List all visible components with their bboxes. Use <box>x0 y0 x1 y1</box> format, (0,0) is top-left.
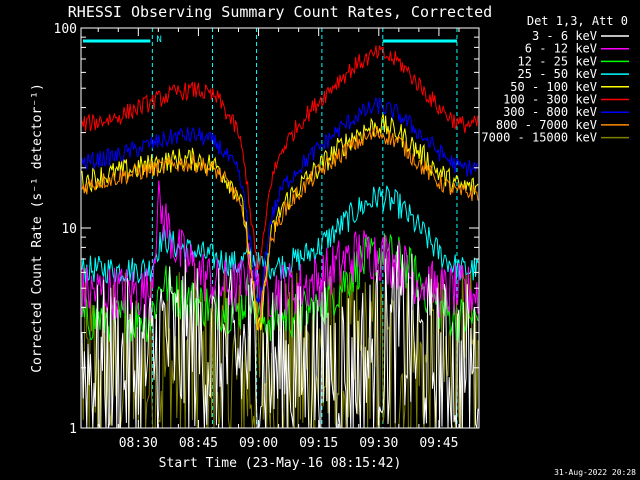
legend-entry-label: 300 - 800 keV <box>503 105 597 119</box>
x-tick-label: 09:45 <box>419 436 458 451</box>
x-tick-label: 08:45 <box>179 436 218 451</box>
axis-layer: 1 10 100 08:30 08:45 09:00 09:15 09:30 09:45 <box>54 22 480 451</box>
legend-entry-label: 25 - 50 keV <box>518 67 597 81</box>
series-line <box>81 45 479 270</box>
series-layer <box>81 45 479 428</box>
y-tick-label: 10 <box>61 222 77 237</box>
chart-title: RHESSI Observing Summary Count Rates, Co… <box>68 3 492 21</box>
legend-entry-label: 100 - 300 keV <box>503 93 597 107</box>
y-axis-label: Corrected Count Rate (s⁻¹ detector⁻¹) <box>30 83 45 373</box>
series-line <box>81 125 479 331</box>
legend-title: Det 1,3, Att 0 <box>527 14 628 28</box>
series-line <box>81 96 479 303</box>
legend-entry-label: 3 - 6 keV <box>532 29 597 43</box>
series-line <box>81 185 479 284</box>
legend-entry-label: 800 - 7000 keV <box>496 118 597 132</box>
legend-entry-label: 6 - 12 keV <box>525 42 597 56</box>
y-tick-label: 100 <box>54 22 77 37</box>
legend-entry-label: 12 - 25 keV <box>518 54 597 68</box>
series-line <box>81 114 479 331</box>
x-tick-label: 08:30 <box>119 436 158 451</box>
legend-entry-label: 50 - 100 keV <box>510 80 597 94</box>
y-tick-label: 1 <box>69 422 77 437</box>
x-axis-label: Start Time (23-May-16 08:15:42) <box>159 456 402 471</box>
x-tick-label: 09:30 <box>359 436 398 451</box>
night-label: N <box>156 35 161 45</box>
legend-entry-label: 7000 - 15000 keV <box>481 131 597 145</box>
footer-date: 31-Aug-2022 20:28 <box>554 468 636 477</box>
series-line <box>81 245 479 428</box>
x-tick-label: 09:15 <box>299 436 338 451</box>
x-tick-label: 09:00 <box>239 436 278 451</box>
